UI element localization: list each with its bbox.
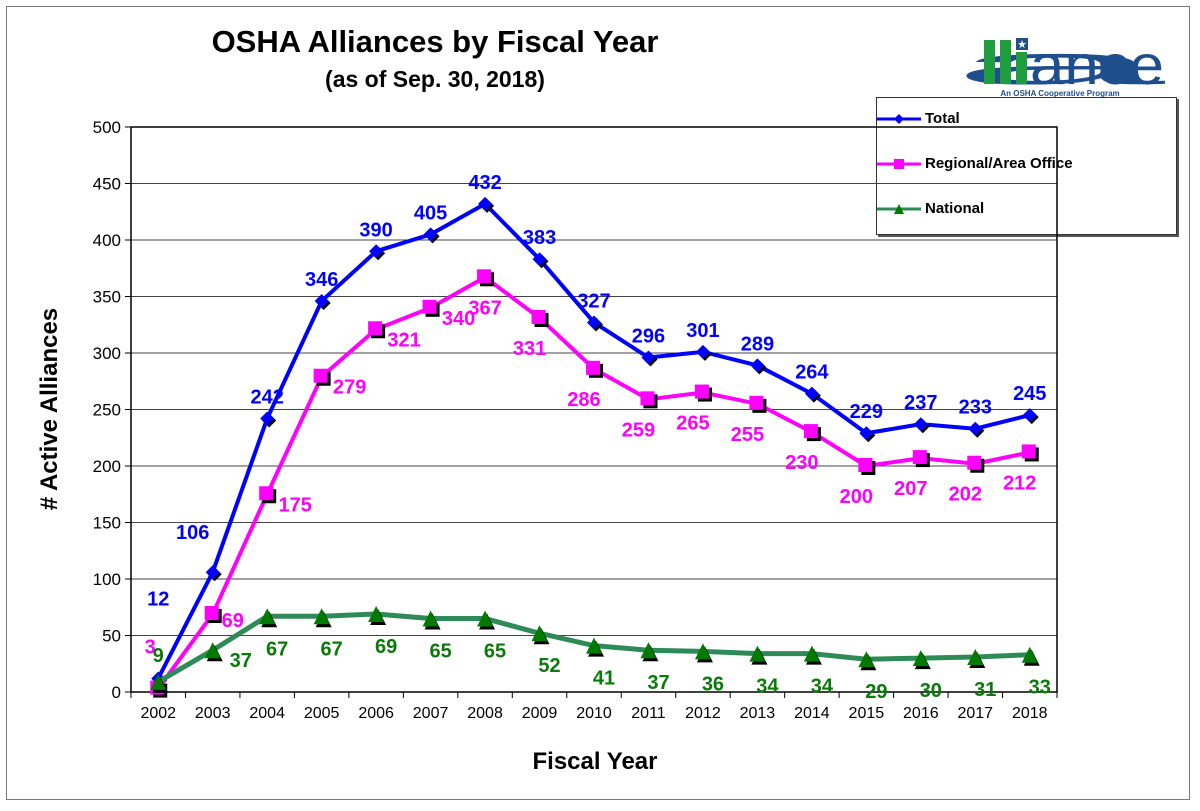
svg-text:ance: ance — [1030, 34, 1164, 96]
legend: Total Regional/Area Office National — [876, 97, 1177, 235]
legend-item-total: Total — [877, 110, 960, 127]
chart-frame — [6, 6, 1190, 800]
y-axis-label: # Active Alliances — [36, 307, 63, 511]
alliance-logo: a ★ ance An OSHA Cooperative Program — [950, 34, 1170, 98]
legend-label: National — [925, 200, 985, 217]
legend-item-regional: Regional/Area Office — [877, 155, 1073, 172]
svg-text:★: ★ — [1017, 39, 1027, 51]
x-axis-label: Fiscal Year — [532, 748, 658, 775]
chart-subtitle: (as of Sep. 30, 2018) — [325, 66, 545, 92]
legend-square-icon — [877, 158, 921, 169]
chart-title: OSHA Alliances by Fiscal Year — [211, 24, 659, 59]
logo-tagline: An OSHA Cooperative Program — [1000, 89, 1119, 98]
legend-triangle-icon — [877, 203, 921, 214]
legend-label: Regional/Area Office — [925, 155, 1073, 172]
legend-item-national: National — [877, 200, 984, 217]
legend-label: Total — [925, 110, 960, 127]
legend-diamond-icon — [877, 113, 921, 124]
